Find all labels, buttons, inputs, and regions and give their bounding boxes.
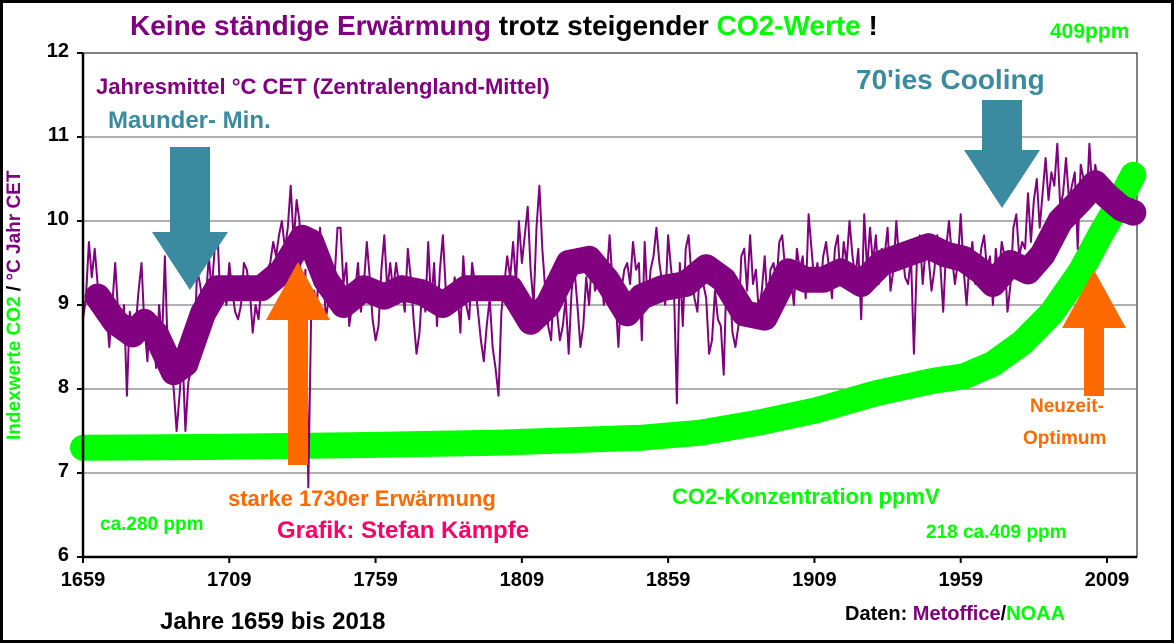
y-tick-label: 12	[46, 40, 69, 62]
title-part4: !	[868, 10, 878, 41]
neuzeit-label-1: Neuzeit-	[1030, 396, 1104, 417]
maunder-label: Maunder- Min.	[108, 107, 271, 134]
y-tick-label: 9	[57, 292, 69, 314]
source-prefix: Daten:	[845, 603, 908, 625]
title-part3: CO2-Werte	[716, 10, 861, 41]
series-label: Jahresmittel °C CET (Zentralengland-Mitt…	[96, 74, 550, 99]
arrow-down-icon	[152, 147, 228, 290]
co2-label: CO2-Konzentration ppmV	[672, 484, 940, 509]
x-tick-label: 1659	[60, 569, 106, 591]
cooling-label: 70'ies Cooling	[856, 64, 1045, 95]
ppm-start-label: ca.280 ppm	[100, 514, 204, 535]
y-axis-title: Indexwerte CO2 / °C Jahr CET	[4, 171, 26, 440]
ppm-end-label: 218 ca.409 ppm	[926, 522, 1067, 543]
series-line-1	[84, 170, 1147, 386]
ylabel-cet: °C Jahr CET	[4, 170, 25, 281]
y-tick-label: 11	[47, 124, 69, 146]
y-tick-label: 7	[57, 460, 69, 482]
x-tick-label: 1859	[645, 569, 691, 591]
arrow-up-icon	[266, 262, 330, 465]
ppm-badge: 409ppm	[1050, 20, 1130, 43]
cet-smoothed-series	[84, 170, 1147, 386]
arrow-down-icon	[964, 100, 1040, 208]
ylabel-sep: /	[4, 280, 25, 297]
axes	[77, 52, 1137, 563]
annotation-arrows	[152, 100, 1126, 465]
x-tick-label: 1959	[938, 569, 983, 591]
x-tick-label: 2009	[1084, 569, 1130, 591]
chart-title: Keine ständige Erwärmung trotz steigende…	[130, 10, 878, 42]
neuzeit-label-2: Optimum	[1023, 428, 1107, 449]
title-part1: Keine ständige Erwärmung	[130, 10, 491, 41]
title-part2: trotz steigender	[498, 10, 709, 41]
y-tick-label: 6	[57, 544, 69, 566]
x-tick-label: 1759	[353, 569, 398, 591]
y-tick-label: 10	[46, 208, 69, 230]
source-sep: /	[1000, 603, 1007, 625]
ylabel-co2: Indexwerte CO2	[4, 296, 25, 440]
source-label: Daten: Metoffice/NOAA	[845, 603, 1065, 626]
co2-series	[70, 161, 1147, 461]
source-metoffice: Metoffice	[912, 603, 1001, 625]
x-tick-label: 1809	[499, 569, 545, 591]
x-tick-label: 1909	[792, 569, 837, 591]
x-axis-title: Jahre 1659 bis 2018	[160, 608, 386, 635]
arrow-up-icon	[1062, 270, 1126, 396]
warming-1730-label: starke 1730er Erwärmung	[228, 486, 496, 511]
source-noaa: NOAA	[1006, 603, 1066, 625]
x-tick-label: 1709	[207, 569, 252, 591]
series-line-2	[70, 161, 1147, 461]
y-tick-label: 8	[57, 376, 69, 398]
author-label: Grafik: Stefan Kämpfe	[277, 517, 530, 544]
